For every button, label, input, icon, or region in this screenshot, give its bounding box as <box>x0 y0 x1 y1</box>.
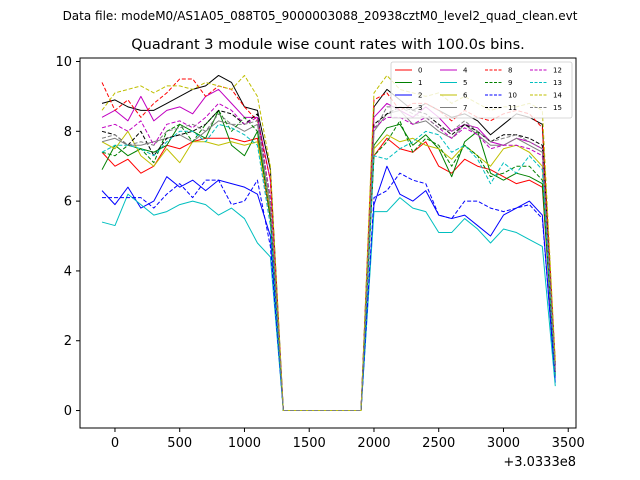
legend-label-10: 10 <box>508 92 517 100</box>
series-line-9 <box>101 109 556 412</box>
legend-label-4: 4 <box>463 67 468 75</box>
x-tick-label: 1500 <box>293 436 326 451</box>
series-layer <box>101 74 556 412</box>
x-tick-label: 3000 <box>487 436 520 451</box>
legend-label-7: 7 <box>463 104 467 112</box>
x-axis-offset-label: +3.0333e8 <box>503 455 576 470</box>
legend-label-8: 8 <box>508 67 512 75</box>
x-tick-label: 1000 <box>228 436 261 451</box>
legend-label-15: 15 <box>553 104 562 112</box>
x-tick-label: 3500 <box>552 436 585 451</box>
legend-label-0: 0 <box>418 67 422 75</box>
figure-suptitle: Data file: modeM0/AS1A05_088T05_90000030… <box>63 9 578 23</box>
legend-label-2: 2 <box>418 92 422 100</box>
chart-title: Quadrant 3 module wise count rates with … <box>131 37 525 53</box>
legend-label-6: 6 <box>463 92 468 100</box>
legend-label-9: 9 <box>508 79 512 87</box>
x-tick-label: 2500 <box>422 436 455 451</box>
y-tick-label: 10 <box>55 55 72 70</box>
legend-label-12: 12 <box>553 67 562 75</box>
legend-label-3: 3 <box>418 104 422 112</box>
x-tick-label: 0 <box>111 436 119 451</box>
x-tick-label: 2000 <box>357 436 390 451</box>
legend-label-1: 1 <box>418 79 422 87</box>
x-tick-label: 500 <box>167 436 192 451</box>
y-tick-label: 2 <box>64 334 72 349</box>
legend-frame <box>390 61 573 119</box>
series-line-15 <box>101 106 556 412</box>
legend-label-13: 13 <box>553 79 562 87</box>
legend-label-14: 14 <box>553 92 562 100</box>
y-tick-label: 8 <box>64 125 72 140</box>
y-tick-label: 6 <box>64 195 72 210</box>
legend-label-11: 11 <box>508 104 517 112</box>
y-tick-label: 0 <box>64 404 72 419</box>
plot-frame <box>79 57 577 429</box>
legend-label-5: 5 <box>463 79 467 87</box>
y-tick-label: 4 <box>64 264 72 279</box>
